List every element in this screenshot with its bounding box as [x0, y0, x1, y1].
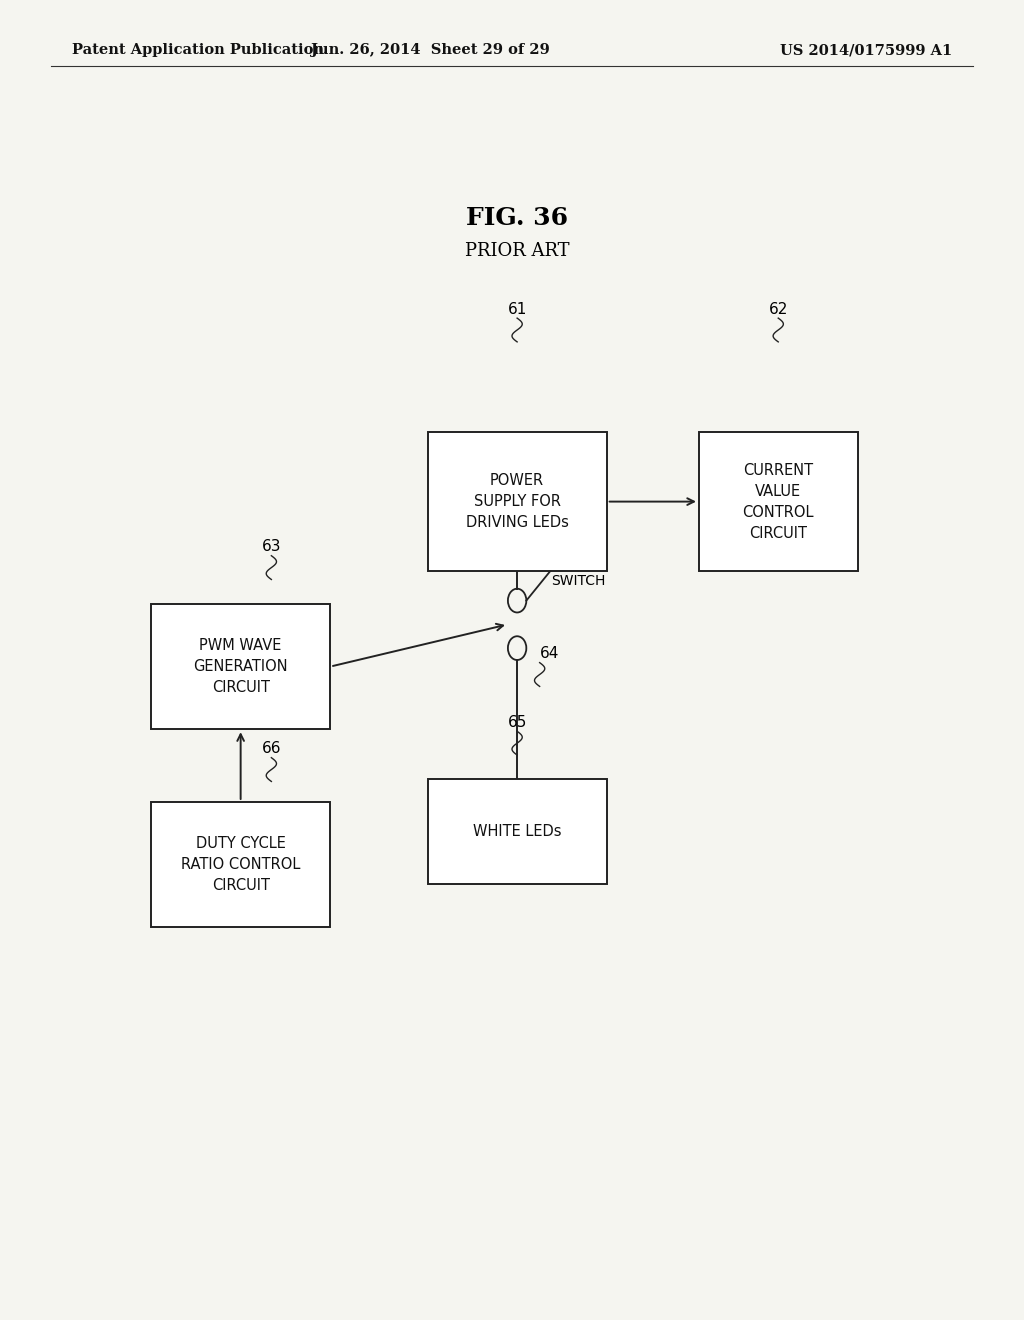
Bar	[428, 433, 606, 570]
Text: 62: 62	[769, 302, 787, 317]
Text: DUTY CYCLE
RATIO CONTROL
CIRCUIT: DUTY CYCLE RATIO CONTROL CIRCUIT	[181, 836, 300, 894]
Text: PWM WAVE
GENERATION
CIRCUIT: PWM WAVE GENERATION CIRCUIT	[194, 638, 288, 696]
Text: Patent Application Publication: Patent Application Publication	[72, 44, 324, 57]
Text: PRIOR ART: PRIOR ART	[465, 242, 569, 260]
Text: US 2014/0175999 A1: US 2014/0175999 A1	[780, 44, 952, 57]
Text: FIG. 36: FIG. 36	[466, 206, 568, 230]
Text: 65: 65	[508, 715, 526, 730]
Text: 64: 64	[540, 647, 559, 661]
Bar	[152, 605, 330, 729]
Text: 63: 63	[261, 540, 282, 554]
Text: SWITCH: SWITCH	[551, 574, 605, 587]
Text: Jun. 26, 2014  Sheet 29 of 29: Jun. 26, 2014 Sheet 29 of 29	[310, 44, 550, 57]
Text: POWER
SUPPLY FOR
DRIVING LEDs: POWER SUPPLY FOR DRIVING LEDs	[466, 473, 568, 531]
Bar	[428, 779, 606, 884]
Text: 61: 61	[508, 302, 526, 317]
Text: 66: 66	[261, 742, 282, 756]
Bar	[152, 803, 330, 927]
Text: CURRENT
VALUE
CONTROL
CIRCUIT: CURRENT VALUE CONTROL CIRCUIT	[742, 462, 814, 541]
Bar	[698, 433, 858, 570]
Text: WHITE LEDs: WHITE LEDs	[473, 824, 561, 840]
